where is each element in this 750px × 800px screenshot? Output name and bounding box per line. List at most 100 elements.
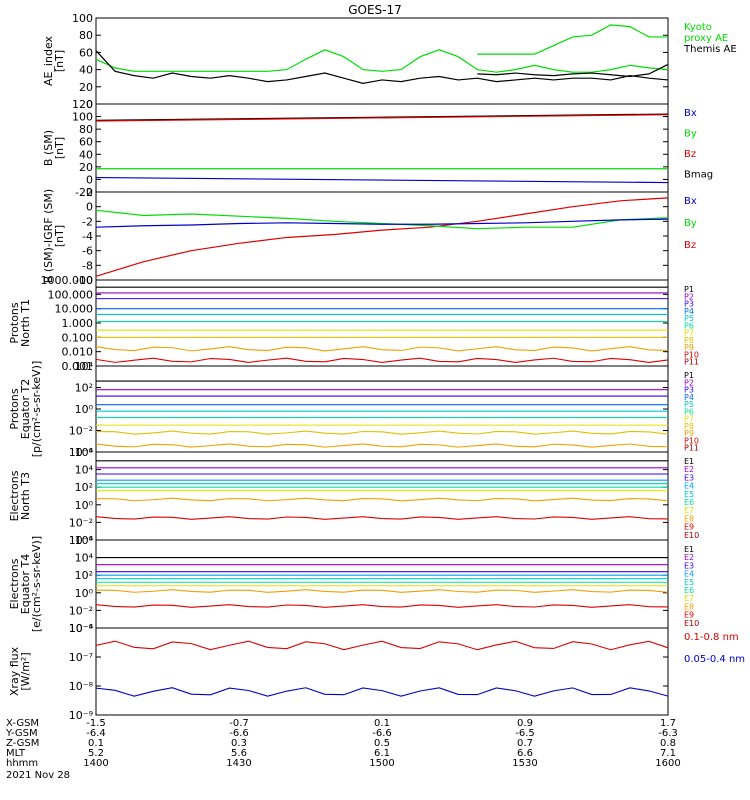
y-tick-label: 0 — [86, 173, 93, 186]
y-tick-label: -8 — [82, 259, 93, 272]
legend-label: By — [684, 129, 697, 140]
y-axis-label: Xray flux — [8, 646, 21, 696]
legend-label: E6 — [684, 586, 694, 595]
series-line — [95, 516, 669, 520]
y-axis-label: Electrons — [8, 470, 21, 521]
legend-label: P9 — [684, 429, 694, 438]
series-line — [95, 209, 669, 230]
y-axis-label: B (SM)-IGRF (SM) — [42, 189, 55, 283]
series-line — [95, 640, 669, 651]
y-axis-label: AE_index — [42, 35, 55, 86]
y-axis-label: [nT] — [53, 225, 66, 247]
y-tick-label: 10⁶ — [75, 446, 94, 459]
y-tick-label: 10⁰ — [75, 403, 94, 416]
y-axis-label: North T3 — [19, 472, 32, 520]
legend-label: Bmag — [684, 170, 713, 181]
legend-label: E10 — [684, 619, 699, 628]
legend-label: P8 — [684, 336, 694, 345]
y-tick-label: -4 — [82, 230, 93, 243]
legend-label: Kyoto — [684, 22, 712, 33]
legend-label: Bx — [684, 196, 697, 207]
y-tick-label: 0 — [86, 201, 93, 214]
y-tick-label: 10² — [75, 569, 93, 582]
x-tick-label: -0.7 — [229, 718, 249, 729]
y-tick-label: 10⁴ — [75, 464, 94, 477]
legend-label: E1 — [684, 457, 694, 466]
x-tick-label: 0.8 — [660, 738, 676, 749]
y-tick-label: 0 — [86, 98, 93, 111]
legend-label: P11 — [684, 444, 699, 453]
legend-label: E4 — [684, 482, 694, 491]
y-tick-label: 100.000 — [48, 288, 94, 301]
x-row-label: X-GSM — [6, 718, 39, 729]
y-tick-label: 10⁰ — [75, 587, 94, 600]
y-axis-label: North T1 — [19, 299, 32, 347]
x-tick-label: 5.6 — [231, 748, 247, 759]
x-tick-label: -6.4 — [86, 728, 106, 739]
plot-title: GOES-17 — [348, 3, 402, 17]
y-tick-label: 10² — [75, 382, 93, 395]
legend-label: P1 — [684, 285, 694, 294]
y-tick-label: 10⁻⁴ — [69, 534, 94, 547]
legend-label: E9 — [684, 611, 694, 620]
y-axis-label: B (SM) — [42, 130, 55, 166]
legend-label: Themis AE — [683, 44, 737, 55]
y-tick-label: 10⁻² — [69, 425, 93, 438]
x-axis-labels: X-GSM -1.5 -0.7 0.1 0.9 1.7 Y-GSM -6.4 -6.6 -6.6 -… — [5, 718, 681, 781]
y-axis-label: [W/m²] — [19, 652, 32, 690]
y-axis-label: Equator T4 — [19, 554, 32, 614]
legend-label: E5 — [684, 490, 694, 499]
legend-label: E4 — [684, 570, 694, 579]
x-tick-label: 0.3 — [231, 738, 247, 749]
legend-label: P4 — [684, 393, 694, 402]
series-line — [95, 49, 669, 73]
legend-label: P7 — [684, 329, 694, 338]
panel-frame — [95, 17, 669, 105]
x-tick-label: 1530 — [512, 758, 537, 769]
panel-frame — [95, 539, 669, 629]
panel-8: 10⁻⁹ 10⁻⁸ 10⁻⁷ 10⁻⁶ Xray flux[W/m²] 0.1-0.8 n… — [8, 622, 745, 722]
x-row-label: Z-GSM — [6, 738, 39, 749]
y-tick-label: 40 — [79, 148, 93, 161]
legend-label: E7 — [684, 594, 694, 603]
x-tick-label: 0.1 — [88, 738, 104, 749]
y-tick-label: 20 — [79, 81, 93, 94]
y-tick-label: 10⁻⁹ — [69, 709, 93, 722]
legend-label: E1 — [684, 545, 694, 554]
y-tick-label: 80 — [79, 29, 93, 42]
y-tick-label: 20 — [79, 161, 93, 174]
series-line — [95, 176, 669, 184]
x-tick-label: 0.7 — [517, 738, 533, 749]
y-tick-label: 10⁶ — [75, 534, 94, 547]
y-tick-label: 10⁻⁴ — [69, 446, 94, 459]
y-tick-label: 10⁻⁴ — [69, 622, 94, 635]
series-line — [95, 50, 669, 84]
legend-label: P3 — [684, 300, 694, 309]
series-line — [95, 687, 669, 697]
y-tick-label: -6 — [82, 245, 93, 258]
y-tick-label: 10⁻⁷ — [69, 651, 93, 664]
legend-label: P6 — [684, 321, 694, 330]
x-tick-label: -6.6 — [372, 728, 392, 739]
legend-label: P2 — [684, 378, 694, 387]
y-tick-label: 10² — [75, 481, 93, 494]
series-line — [477, 24, 668, 55]
series-line — [95, 197, 669, 277]
y-tick-label: 10⁴ — [75, 552, 94, 565]
legend-label: proxy AE — [684, 33, 728, 44]
x-tick-label: 0.5 — [374, 738, 390, 749]
x-tick-label: 6.6 — [517, 748, 533, 759]
y-axis-label: [nT] — [53, 137, 66, 159]
y-axis-label: Protons — [8, 302, 21, 343]
panel-frame — [95, 365, 669, 453]
legend-label: P10 — [684, 350, 699, 359]
x-row-label: Y-GSM — [5, 728, 38, 739]
x-tick-label: 1600 — [655, 758, 680, 769]
date-label: 2021 Nov 28 — [6, 770, 70, 781]
y-axis-label: Electrons — [8, 558, 21, 609]
